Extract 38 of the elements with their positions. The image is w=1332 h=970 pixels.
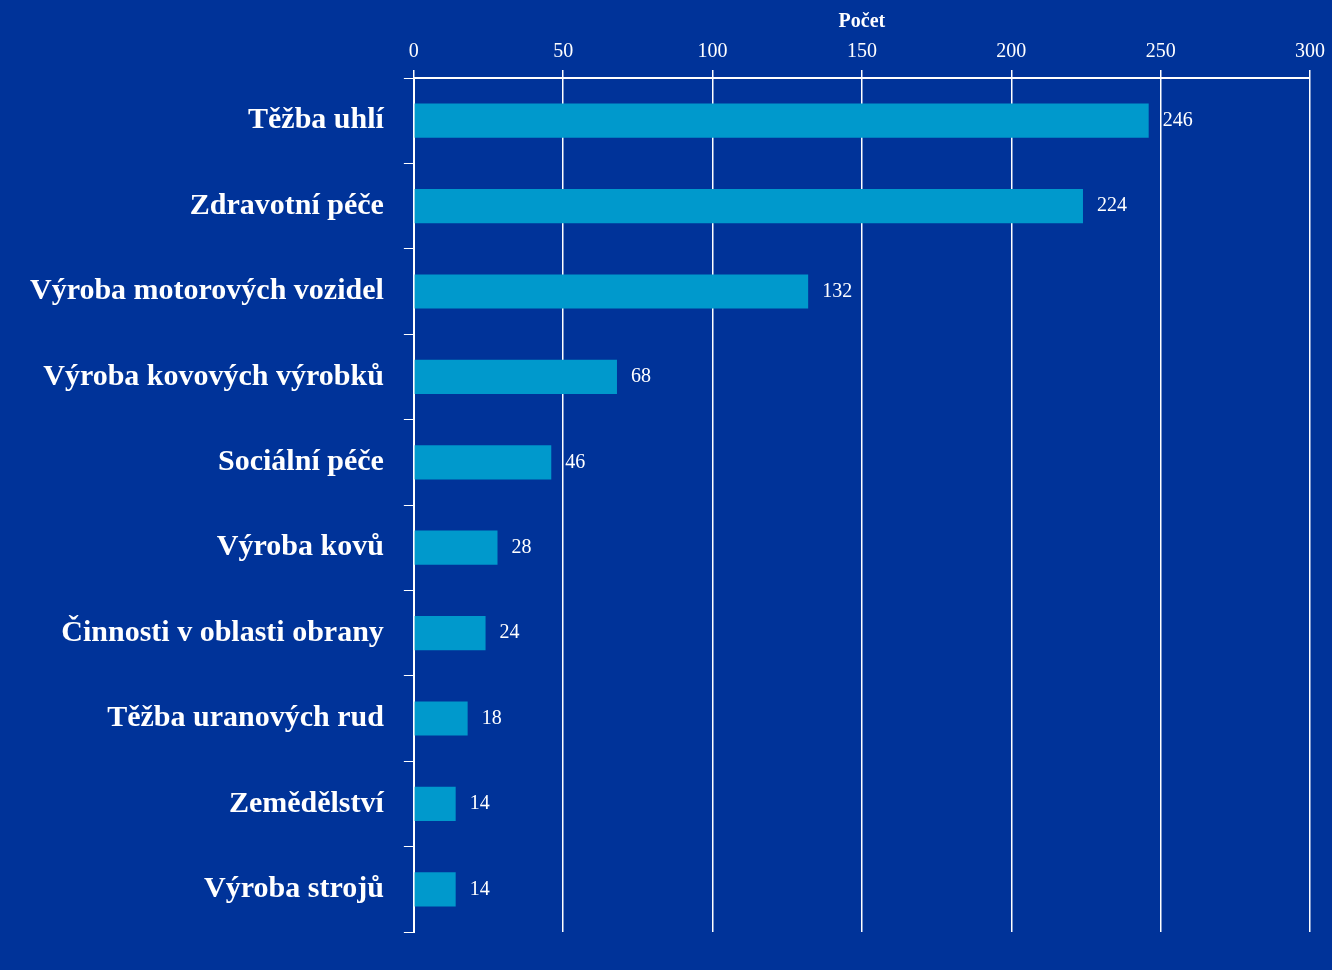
- data-label: 28: [511, 534, 532, 557]
- data-label: 246: [1162, 107, 1193, 130]
- x-axis-title: Počet: [838, 9, 886, 32]
- data-label: 24: [499, 620, 520, 643]
- data-label: 68: [630, 364, 651, 387]
- bar: [414, 445, 552, 480]
- y-tick-label: Činnosti v oblasti obrany: [61, 613, 384, 647]
- data-label: 18: [481, 705, 502, 728]
- data-label: 46: [565, 449, 586, 472]
- y-tick-label: Zdravotní péče: [189, 186, 384, 220]
- y-tick-label: Výroba kovových výrobků: [43, 357, 384, 391]
- y-tick-label: Výroba kovů: [216, 528, 384, 562]
- bar: [414, 530, 498, 565]
- data-label: 14: [469, 791, 490, 814]
- bar: [414, 103, 1149, 138]
- bar: [414, 616, 486, 651]
- x-tick-label: 250: [1145, 39, 1176, 62]
- y-tick-label: Výroba strojů: [204, 870, 384, 904]
- y-tick-label: Zemědělství: [228, 784, 385, 818]
- bar: [414, 359, 617, 394]
- x-tick-label: 100: [697, 39, 728, 62]
- y-tick-label: Sociální péče: [218, 443, 384, 477]
- data-label: 224: [1096, 193, 1127, 216]
- bar: [414, 872, 456, 907]
- y-tick-label: Těžba uhlí: [247, 101, 385, 135]
- x-tick-label: 0: [408, 39, 419, 62]
- data-label: 14: [469, 876, 490, 899]
- bar: [414, 274, 809, 309]
- bar: [414, 786, 456, 821]
- x-tick-label: 50: [553, 39, 574, 62]
- y-tick-label: Výroba motorových vozidel: [29, 272, 384, 306]
- bar: [414, 701, 468, 736]
- bar: [414, 189, 1083, 224]
- y-tick-label: Těžba uranových rud: [107, 699, 385, 733]
- x-tick-label: 150: [846, 39, 877, 62]
- x-tick-label: 300: [1295, 39, 1325, 62]
- x-tick-label: 200: [996, 39, 1027, 62]
- data-label: 132: [822, 278, 853, 301]
